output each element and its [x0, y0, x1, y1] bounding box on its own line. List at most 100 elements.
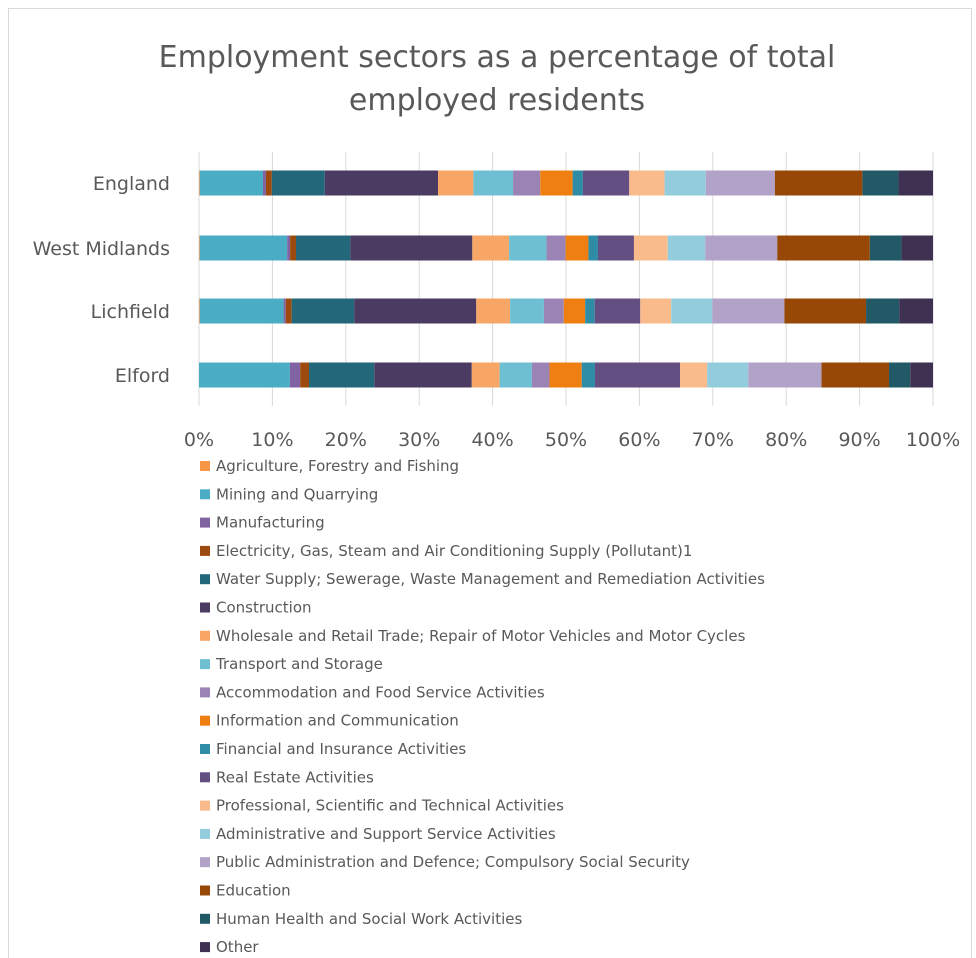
legend-label: Wholesale and Retail Trade; Repair of Mo…: [216, 627, 746, 645]
bar-segment: [291, 298, 355, 324]
x-tick-label: 60%: [618, 429, 660, 451]
legend-swatch: [200, 659, 210, 670]
bar-segment: [705, 235, 778, 261]
legend: Agriculture, Forestry and Fishing Mining …: [200, 457, 765, 956]
bar-segment: [910, 362, 933, 388]
legend-swatch: [200, 772, 210, 783]
bar-segment: [289, 362, 301, 388]
chart-frame: [8, 8, 972, 958]
bar-segment: [265, 170, 272, 196]
bar-segment: [712, 298, 785, 324]
bar-segment: [199, 235, 200, 261]
bar-segment: [784, 298, 867, 324]
bar-segment: [324, 170, 439, 196]
legend-label: Mining and Quarrying: [216, 485, 378, 503]
legend-label: Information and Communication: [216, 712, 459, 730]
bar-segment: [510, 298, 544, 324]
bar-segment: [438, 170, 474, 196]
bar-segment: [680, 362, 708, 388]
bar-segment: [199, 362, 290, 388]
bar-segment: [271, 170, 325, 196]
x-tick-label: 50%: [545, 429, 587, 451]
category-label: Elford: [115, 365, 170, 387]
legend-label: Other: [216, 938, 259, 956]
bar-segment: [563, 298, 586, 324]
legend-swatch: [200, 517, 210, 528]
bar-segment: [572, 170, 583, 196]
legend-label: Financial and Insurance Activities: [216, 740, 466, 758]
category-label: England: [93, 173, 170, 195]
bar-segment: [629, 170, 665, 196]
bar-segment: [471, 362, 500, 388]
bar-segment: [199, 235, 288, 261]
bar-segment: [546, 235, 566, 261]
legend-swatch: [200, 461, 210, 471]
bar-segment: [664, 170, 706, 196]
bar-segment: [671, 298, 713, 324]
bar-segment: [640, 298, 672, 324]
bar-segment: [777, 235, 870, 261]
bar-segment: [374, 362, 472, 388]
bar-segment: [866, 298, 900, 324]
bar-segment: [472, 235, 510, 261]
bar-segment: [774, 170, 863, 196]
bar-segment: [633, 235, 668, 261]
legend-label: Human Health and Social Work Activities: [216, 910, 522, 928]
bar-segment: [543, 298, 564, 324]
legend-label: Administrative and Support Service Activ…: [216, 825, 556, 843]
legend-swatch: [200, 602, 210, 613]
bar-segment: [499, 362, 532, 388]
x-tick-labels: 0% 10% 20% 30% 40% 50% 60% 70% 80% 90% 100%: [184, 429, 960, 451]
bar-segment: [199, 170, 263, 196]
bar-segment: [199, 170, 200, 196]
legend-swatch: [200, 574, 210, 585]
x-tick-label: 40%: [471, 429, 513, 451]
bar-segment: [350, 235, 473, 261]
legend-swatch: [200, 885, 210, 896]
bar-segment: [476, 298, 511, 324]
bar-segment: [585, 298, 595, 324]
bar-segment: [300, 362, 309, 388]
bar-segment: [705, 170, 775, 196]
bar-segment: [199, 298, 200, 324]
chart-title-line-2: employed residents: [349, 83, 645, 118]
legend-swatch: [200, 687, 210, 698]
legend-label: Transport and Storage: [215, 655, 383, 673]
bar-segment: [862, 170, 899, 196]
bar-segment: [285, 298, 292, 324]
bar-segment: [869, 235, 902, 261]
bar-segment: [889, 362, 911, 388]
bar-segment: [565, 235, 589, 261]
legend-swatch: [200, 545, 210, 556]
bar-segment: [582, 170, 630, 196]
bars: [199, 170, 933, 388]
bar-segment: [667, 235, 706, 261]
legend-swatch: [200, 828, 210, 839]
bar-segment: [594, 298, 641, 324]
bar-segment: [901, 235, 933, 261]
chart-title-line-1: Employment sectors as a percentage of to…: [159, 40, 836, 75]
x-tick-label: 10%: [251, 429, 293, 451]
bar-segment: [283, 298, 286, 324]
bar-segment: [898, 170, 933, 196]
bar-segment: [262, 170, 266, 196]
category-label: Lichfield: [91, 301, 170, 323]
bar-segment: [513, 170, 541, 196]
bar-segment: [581, 362, 595, 388]
legend-label: Water Supply; Sewerage, Waste Management…: [216, 570, 765, 588]
legend-label: Construction: [216, 599, 312, 617]
bar-segment: [594, 362, 681, 388]
bar-segment: [549, 362, 582, 388]
bar-segment: [308, 362, 375, 388]
bar-segment: [295, 235, 351, 261]
legend-label: Education: [216, 882, 291, 900]
bar-segment: [290, 235, 296, 261]
bar-segment: [899, 298, 933, 324]
x-tick-label: 70%: [692, 429, 734, 451]
legend-label: Public Administration and Defence; Compu…: [216, 853, 690, 871]
x-tick-label: 100%: [906, 429, 960, 451]
x-tick-label: 90%: [838, 429, 880, 451]
bar-segment: [354, 298, 477, 324]
bar-segment: [473, 170, 514, 196]
bar-segment: [531, 362, 550, 388]
